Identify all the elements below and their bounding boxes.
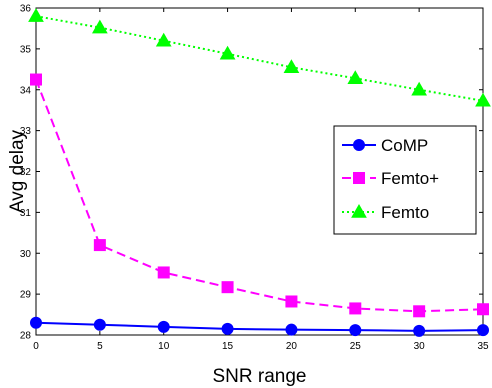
legend-item-femto: Femto [342,203,429,222]
series-comp [30,316,489,337]
data-point-femto [475,92,491,107]
x-axis-label: SNR range [213,366,307,387]
y-axis: 28 29 30 31 32 33 34 35 36 [20,4,483,342]
legend-marker [353,172,365,184]
x-tick-label: 20 [286,341,298,352]
data-point-comp [30,316,42,329]
data-point-femto [219,45,236,60]
data-point-femto [349,302,362,315]
data-point-femto [413,305,426,318]
data-point-femto [157,266,170,279]
y-tick-label: 33 [20,126,32,137]
data-point-femto [283,59,300,74]
data-point-femto [477,303,489,316]
data-point-femto [28,8,44,22]
data-point-femto [30,73,42,86]
data-point-comp [477,324,489,337]
legend-marker [351,203,367,218]
y-tick-label: 36 [20,4,32,15]
x-tick-label: 10 [158,341,170,352]
series-femto [30,73,489,318]
x-axis: 0 5 10 15 20 25 30 35 [33,8,489,352]
data-point-femto [155,32,172,47]
series-femto [28,8,491,107]
series-layer [28,8,491,337]
y-tick-label: 32 [20,167,32,178]
legend-label: Femto+ [381,169,439,188]
legend-marker [353,139,365,151]
legend-label: Femto [381,203,429,222]
y-tick-label: 28 [20,331,32,342]
legend-item-femto: Femto+ [342,169,439,188]
x-tick-label: 35 [477,341,489,352]
x-tick-label: 5 [97,341,103,352]
data-point-femto [411,81,428,96]
x-tick-label: 0 [33,341,39,352]
data-point-comp [285,323,298,336]
data-point-comp [157,320,170,333]
data-point-femto [91,19,108,34]
data-point-femto [285,295,298,308]
data-point-comp [221,322,234,335]
y-tick-label: 30 [20,249,32,260]
data-point-femto [93,239,106,252]
series-line-comp [35,321,484,332]
x-tick-label: 15 [222,341,234,352]
y-tick-label: 34 [20,85,32,96]
data-point-femto [221,281,234,294]
data-point-comp [93,318,106,331]
y-tick-label: 29 [20,290,32,301]
data-point-comp [413,324,426,337]
y-axis-label: Avg delay [7,129,28,213]
legend: CoMP Femto+ Femto [333,125,477,235]
series-line-femto [35,79,484,313]
y-tick-label: 35 [20,44,32,55]
legend-label: CoMP [381,136,428,155]
legend-item-comp: CoMP [342,136,428,155]
data-point-comp [349,324,362,337]
series-line-femto [35,15,484,102]
y-tick-label: 31 [20,208,32,219]
data-point-femto [347,70,364,85]
x-tick-label: 30 [414,341,426,352]
x-tick-label: 25 [350,341,362,352]
